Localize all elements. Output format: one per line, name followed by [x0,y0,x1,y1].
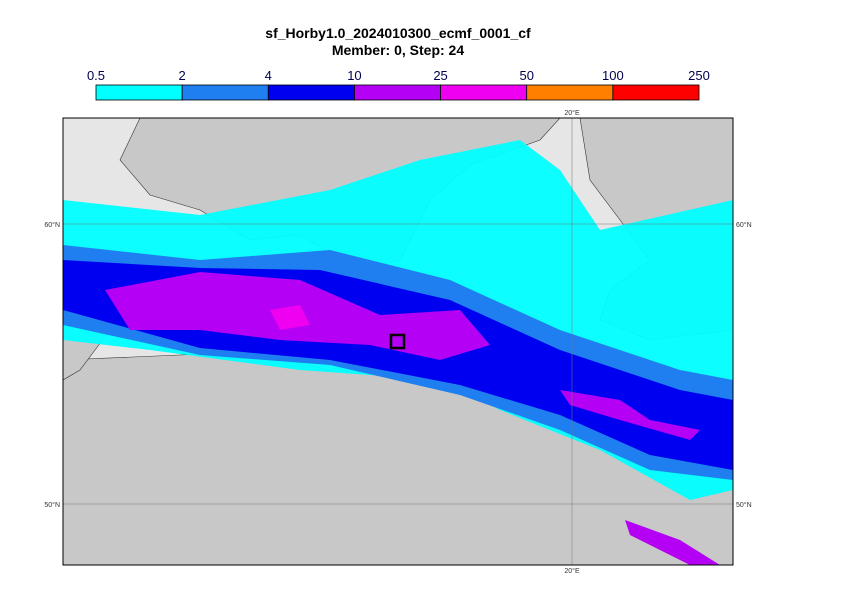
lat-label: 60°N [736,221,752,229]
lat-label: 60°N [44,221,60,229]
lon-label: 20°E [564,567,580,575]
colorbar-bin [440,84,528,101]
colorbar-label: 0.5 [87,68,105,83]
colorbar-label: 250 [688,68,710,83]
colorbar-label: 50 [519,68,533,83]
colorbar: 0.5 2 4 10 25 50 100 250 [87,68,710,101]
location-marker [389,333,406,350]
map-frame [62,117,734,566]
subtitle: Member: 0, Step: 24 [332,42,464,58]
colorbar-bin [526,84,614,101]
colorbar-label: 4 [265,68,272,83]
colorbar-bin [612,84,700,101]
map: 60°N 60°N 50°N 50°N 20°E 20°E [44,109,751,575]
precip-25 [270,305,310,330]
lat-label: 50°N [44,501,60,509]
colorbar-bin [181,84,269,101]
title: sf_Horby1.0_2024010300_ecmf_0001_cf [265,25,531,41]
lat-label: 50°N [736,501,752,509]
colorbar-bin [95,84,183,101]
colorbar-bin [267,84,355,101]
colorbar-label: 100 [602,68,624,83]
lon-label: 20°E [564,109,580,117]
colorbar-label: 2 [179,68,186,83]
colorbar-bin [354,84,441,101]
precip-10c [625,520,720,565]
precip-10b [560,390,700,440]
colorbar-label: 25 [433,68,447,83]
colorbar-label: 10 [347,68,361,83]
